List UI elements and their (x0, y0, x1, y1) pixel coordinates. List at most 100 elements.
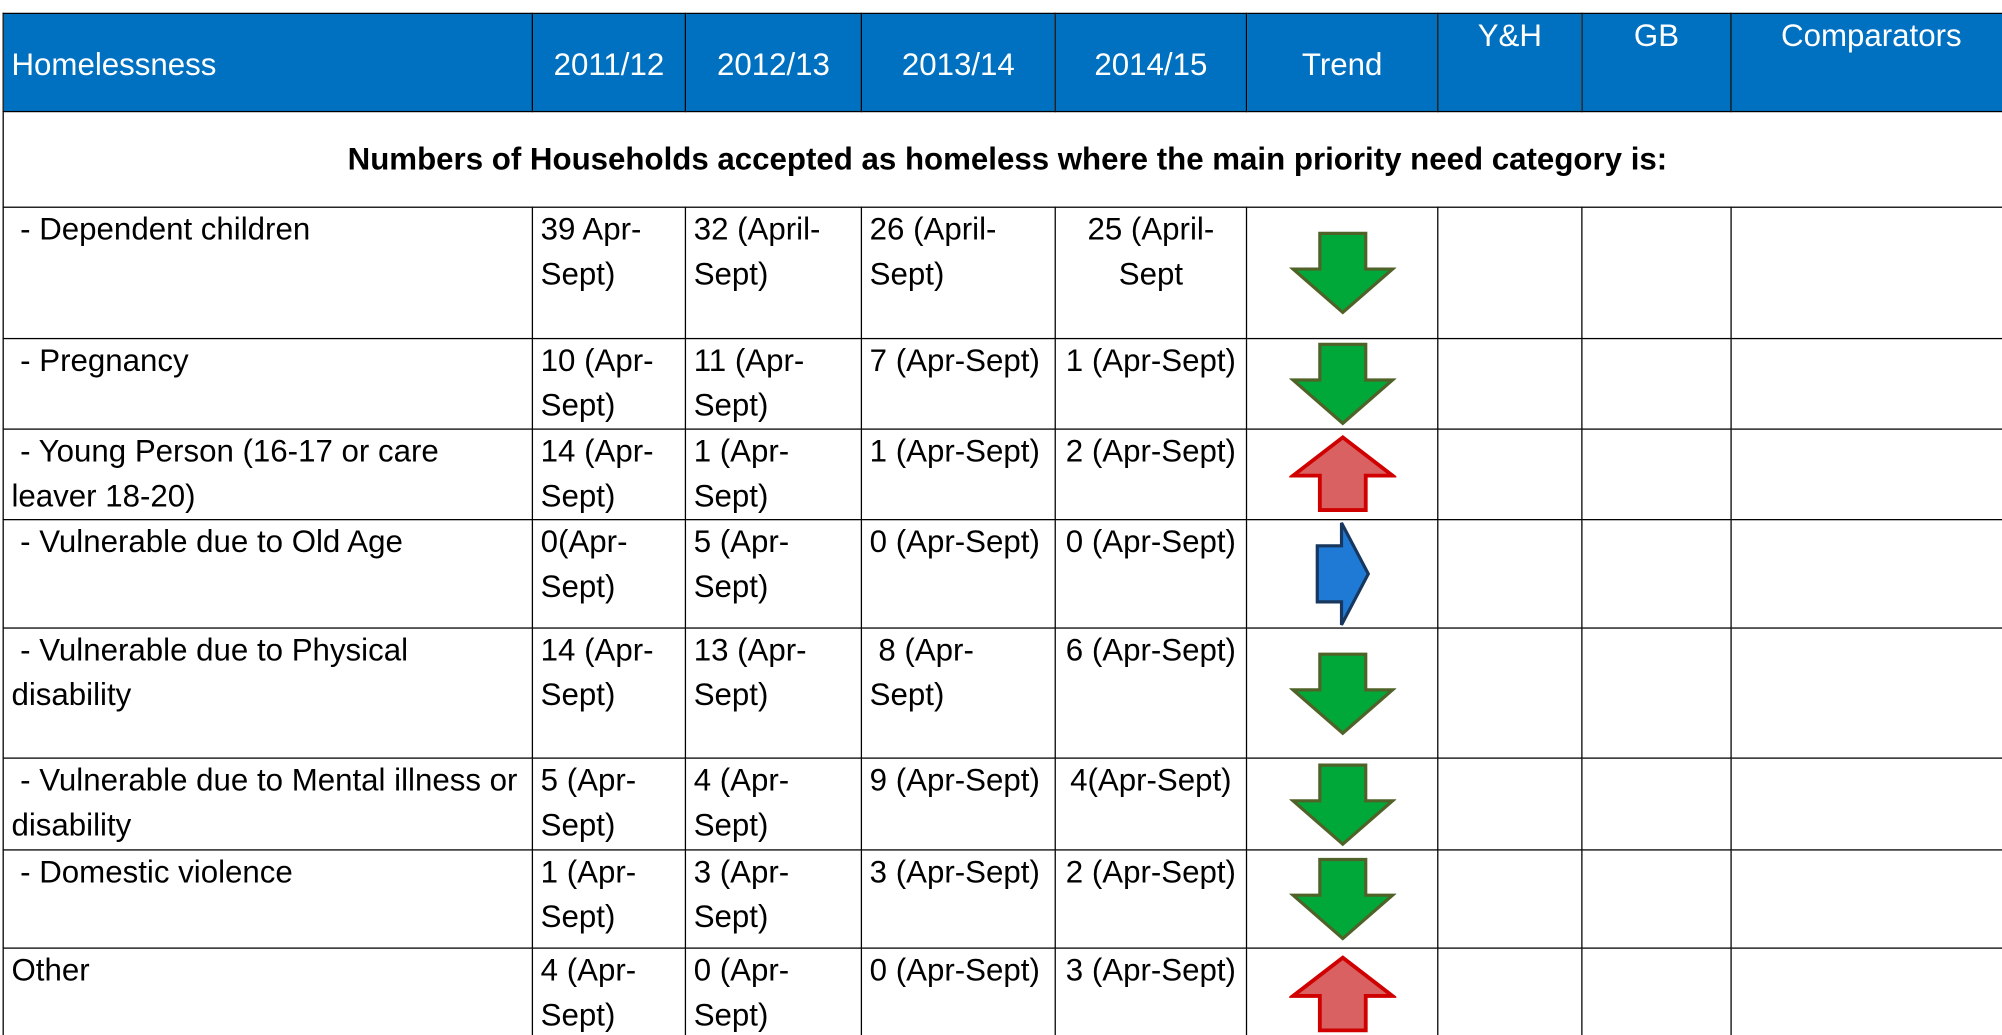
trend-arrow-down (1288, 651, 1396, 735)
cell: 14 (Apr-Sept) (531, 627, 687, 759)
cell (1437, 337, 1583, 430)
cell: 10 (Apr-Sept) (531, 337, 687, 430)
cell (1245, 519, 1439, 629)
cell: 4 (Apr-Sept) (684, 757, 863, 851)
cell: - Vulnerable due to Mental illness or di… (2, 757, 534, 851)
cell (1437, 947, 1583, 1035)
cell (1730, 627, 2002, 759)
data-row: - Vulnerable due to Old Age 0(Apr-Sept) 5 … (2, 519, 2002, 629)
cell: 14 (Apr-Sept) (531, 428, 687, 521)
table-body: Numbers of Households accepted as homele… (2, 110, 2002, 1035)
header-cell: Y&H (1437, 12, 1583, 113)
cell: 1 (Apr-Sept) (684, 428, 863, 521)
subheading-row: Numbers of Households accepted as homele… (2, 110, 2002, 208)
cell: 3 (Apr-Sept) (1054, 947, 1248, 1035)
header-cell: GB (1581, 12, 1732, 113)
cell (1245, 757, 1439, 851)
trend-arrow-up (1288, 434, 1396, 512)
cell (1730, 849, 2002, 949)
cell: 8 (Apr-Sept) (860, 627, 1056, 759)
cell (1581, 428, 1732, 521)
cell (1730, 206, 2002, 340)
cell: 5 (Apr-Sept) (531, 757, 687, 851)
cell: 1 (Apr-Sept) (1054, 337, 1248, 430)
cell (1245, 428, 1439, 521)
cell: 25 (April-Sept (1054, 206, 1248, 340)
cell (1437, 519, 1583, 629)
cell: 4 (Apr-Sept) (531, 947, 687, 1035)
cell: - Domestic violence (2, 849, 534, 949)
cell (1730, 519, 2002, 629)
cell (1437, 627, 1583, 759)
cell: 0 (Apr-Sept) (860, 519, 1056, 629)
cell: 39 Apr-Sept) (531, 206, 687, 340)
cell: 2 (Apr-Sept) (1054, 849, 1248, 949)
cell: Other (2, 947, 534, 1035)
cell (1245, 206, 1439, 340)
data-row: - Young Person (16-17 or care leaver 18-… (2, 428, 2002, 521)
cell: - Young Person (16-17 or care leaver 18-… (2, 428, 534, 521)
cell (1245, 947, 1439, 1035)
cell (1245, 849, 1439, 949)
cell (1437, 206, 1583, 340)
cell (1730, 947, 2002, 1035)
cell (1581, 627, 1732, 759)
cell: - Vulnerable due to Physical disability (2, 627, 534, 759)
data-row: - Dependent children 39 Apr-Sept) 32 (Apri… (2, 206, 2002, 340)
cell: 1 (Apr-Sept) (531, 849, 687, 949)
cell (1581, 947, 1732, 1035)
trend-arrow-down (1288, 231, 1396, 315)
cell: 0(Apr-Sept) (531, 519, 687, 629)
cell: 9 (Apr-Sept) (860, 757, 1056, 851)
homelessness-table: Homelessness 2011/12 2012/13 2013/14 201… (2, 12, 2002, 1035)
cell: - Pregnancy (2, 337, 534, 430)
cell: 0 (Apr-Sept) (684, 947, 863, 1035)
cell: - Dependent children (2, 206, 534, 340)
cell: 7 (Apr-Sept) (860, 337, 1056, 430)
header-cell: 2013/14 (860, 12, 1056, 113)
data-row: Other 4 (Apr-Sept) 0 (Apr-Sept) 0 (Apr-Sept… (2, 947, 2002, 1035)
cell: 0 (Apr-Sept) (860, 947, 1056, 1035)
cell: 0 (Apr-Sept) (1054, 519, 1248, 629)
subheading: Numbers of Households accepted as homele… (2, 110, 2002, 208)
cell (1581, 519, 1732, 629)
data-row: - Vulnerable due to Mental illness or di… (2, 757, 2002, 851)
data-row: - Domestic violence 1 (Apr-Sept) 3 (Apr-Se… (2, 849, 2002, 949)
cell: 13 (Apr-Sept) (684, 627, 863, 759)
trend-arrow-down (1288, 342, 1396, 426)
cell (1581, 849, 1732, 949)
header-cell: Trend (1245, 12, 1439, 113)
cell: 32 (April-Sept) (684, 206, 863, 340)
header-cell: 2012/13 (684, 12, 863, 113)
header-cell: 2014/15 (1054, 12, 1248, 113)
trend-arrow-down (1288, 762, 1396, 846)
cell (1730, 428, 2002, 521)
cell: 6 (Apr-Sept) (1054, 627, 1248, 759)
cell: - Vulnerable due to Old Age (2, 519, 534, 629)
cell (1581, 757, 1732, 851)
cell (1730, 757, 2002, 851)
cell (1245, 627, 1439, 759)
trend-arrow-down (1288, 857, 1396, 941)
header-cell: Comparators (1730, 12, 2002, 113)
cell (1581, 337, 1732, 430)
header-cell: 2011/12 (531, 12, 687, 113)
trend-arrow-right (1315, 522, 1370, 626)
cell (1245, 337, 1439, 430)
cell: 2 (Apr-Sept) (1054, 428, 1248, 521)
trend-arrow-up (1288, 955, 1396, 1033)
cell: 26 (April-Sept) (860, 206, 1056, 340)
cell: 11 (Apr-Sept) (684, 337, 863, 430)
cell (1581, 206, 1732, 340)
data-row: - Vulnerable due to Physical disability 1… (2, 627, 2002, 759)
cell: 3 (Apr-Sept) (684, 849, 863, 949)
data-row: - Pregnancy 10 (Apr-Sept) 11 (Apr-Sept) 7 (… (2, 337, 2002, 430)
cell: 4(Apr-Sept) (1054, 757, 1248, 851)
cell (1437, 428, 1583, 521)
cell (1437, 849, 1583, 949)
cell (1730, 337, 2002, 430)
cell (1437, 757, 1583, 851)
header-cell: Homelessness (2, 12, 534, 113)
cell: 1 (Apr-Sept) (860, 428, 1056, 521)
